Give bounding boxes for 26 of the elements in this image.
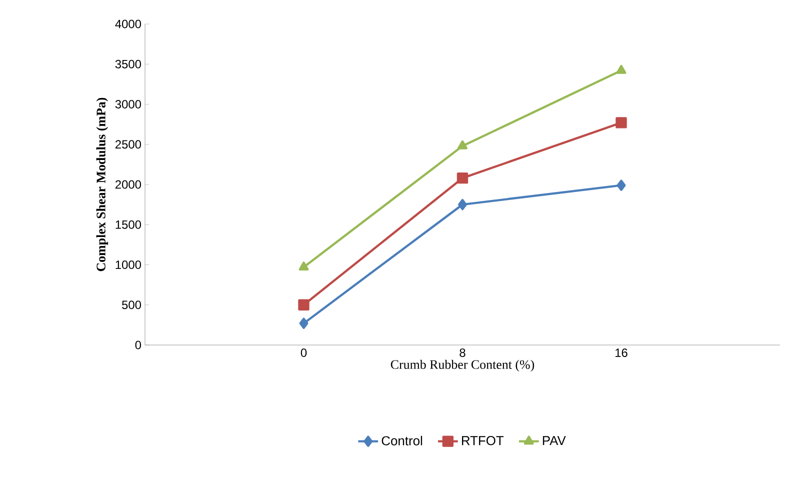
y-tick-label: 500 — [122, 300, 142, 310]
x-axis-title: Crumb Rubber Content (%) — [390, 360, 534, 372]
y-tick-label: 2000 — [115, 180, 142, 189]
x-tick-label: 8 — [460, 348, 466, 357]
point — [298, 262, 309, 271]
y-tick-label: 1000 — [116, 260, 142, 269]
point — [456, 172, 468, 184]
point — [299, 318, 308, 329]
legend-label: PAV — [542, 436, 566, 446]
y-tick-label: 4000 — [115, 20, 142, 28]
point — [298, 299, 310, 310]
point — [616, 117, 627, 128]
x-tick-label: 16 — [616, 348, 628, 357]
point — [458, 198, 467, 210]
x-tick-label: 0 — [300, 348, 307, 357]
y-tick-label: 0 — [135, 340, 142, 350]
y-tick-label: 2500 — [115, 140, 142, 149]
legend-label: RTFOT — [462, 436, 504, 446]
legend-label: Control — [382, 436, 422, 446]
y-tick-label: 3000 — [115, 100, 142, 108]
point — [616, 64, 626, 74]
y-tick-label: 1500 — [116, 220, 142, 229]
y-axis-title: Complex Shear Modulus (mPa) — [96, 98, 108, 272]
y-tick-label: 3500 — [115, 60, 142, 68]
point — [458, 140, 468, 150]
point — [616, 180, 626, 191]
